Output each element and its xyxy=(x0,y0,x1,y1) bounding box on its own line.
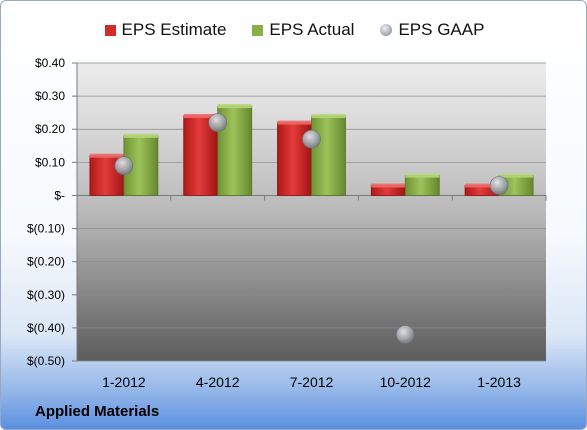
y-tick-label: $(0.40) xyxy=(27,321,65,335)
bar-eps-estimate-cap xyxy=(183,113,218,118)
x-category-label: 10-2012 xyxy=(380,374,432,390)
y-tick-label: $(0.50) xyxy=(27,354,65,368)
bar-eps-actual xyxy=(311,115,346,196)
bar-eps-estimate-cap xyxy=(277,120,312,125)
bar-eps-estimate-cap xyxy=(371,183,406,188)
legend-label-eps-gaap: EPS GAAP xyxy=(398,20,485,39)
legend-label-eps-actual: EPS Actual xyxy=(269,20,355,39)
bar-eps-actual xyxy=(404,175,440,196)
y-tick-label: $0.30 xyxy=(35,89,65,103)
bar-eps-actual-cap xyxy=(499,173,534,178)
bar-eps-actual-cap xyxy=(311,113,346,118)
bar-eps-actual-cap xyxy=(405,173,440,178)
bar-eps-estimate-cap xyxy=(465,183,500,188)
plot-area xyxy=(77,63,546,361)
x-category-label: 1-2013 xyxy=(477,374,521,390)
legend-swatch-eps-actual xyxy=(252,24,264,36)
point-eps-gaap xyxy=(302,129,321,149)
point-eps-gaap xyxy=(114,156,134,175)
bar-eps-actual-cap xyxy=(217,104,252,109)
bar-eps-estimate-cap xyxy=(89,153,124,158)
y-tick-label: $0.20 xyxy=(35,122,65,136)
point-eps-gaap xyxy=(395,325,415,344)
point-eps-gaap xyxy=(208,113,227,132)
legend-label-eps-estimate: EPS Estimate xyxy=(121,20,227,39)
y-tick-label: $(0.30) xyxy=(27,288,65,302)
y-tick-label: $0.40 xyxy=(35,56,65,70)
x-category-label: 4-2012 xyxy=(196,374,240,390)
y-tick-label: $(0.20) xyxy=(27,255,65,269)
y-tick-label: $(0.10) xyxy=(27,222,65,236)
legend-swatch-eps-estimate xyxy=(104,24,116,36)
legend-swatch-eps-gaap xyxy=(380,24,393,36)
bar-eps-actual-cap xyxy=(123,133,158,138)
y-tick-label: $0.10 xyxy=(35,155,65,169)
legend-item-eps-estimate: EPS Estimate xyxy=(104,20,227,40)
point-eps-gaap xyxy=(489,176,509,195)
chart-legend: EPS Estimate EPS Actual EPS GAAP xyxy=(1,19,586,41)
company-name: Applied Materials xyxy=(35,403,160,420)
y-tick-label: $- xyxy=(54,188,65,202)
legend-item-eps-actual: EPS Actual xyxy=(252,20,354,40)
x-category-label: 1-2012 xyxy=(102,374,146,390)
x-category-label: 7-2012 xyxy=(290,374,334,390)
legend-item-eps-gaap: EPS GAAP xyxy=(380,20,484,40)
